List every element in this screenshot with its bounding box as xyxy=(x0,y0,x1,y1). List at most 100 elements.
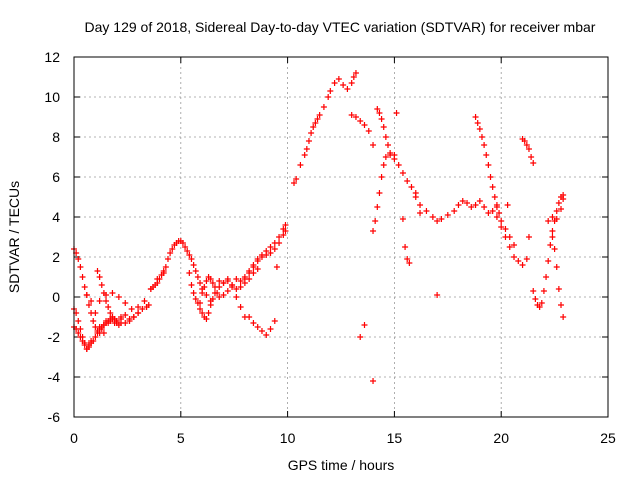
data-point xyxy=(451,208,458,214)
data-point xyxy=(276,234,283,240)
data-point xyxy=(417,210,424,216)
x-tick-label: 25 xyxy=(600,430,616,446)
x-tick-label: 15 xyxy=(387,430,403,446)
data-point xyxy=(429,214,436,220)
data-point xyxy=(491,194,498,200)
data-point xyxy=(502,226,509,232)
data-point xyxy=(75,256,82,262)
data-point xyxy=(254,266,261,272)
data-point xyxy=(267,250,274,256)
data-point xyxy=(376,190,383,196)
data-point xyxy=(478,134,485,140)
data-point xyxy=(224,288,231,294)
data-point xyxy=(282,228,289,234)
data-point xyxy=(167,250,174,256)
data-point xyxy=(417,202,424,208)
data-point xyxy=(271,246,278,252)
data-point xyxy=(378,116,385,122)
data-point xyxy=(310,124,317,130)
data-point xyxy=(216,278,223,284)
data-point xyxy=(335,76,342,82)
y-tick-label: 8 xyxy=(52,129,60,145)
data-point xyxy=(352,114,359,120)
data-point xyxy=(519,262,526,268)
data-point xyxy=(96,324,103,330)
series-arc-i xyxy=(197,222,289,306)
data-point xyxy=(545,218,552,224)
data-point xyxy=(558,302,565,308)
series-arc-q xyxy=(399,216,413,266)
data-point xyxy=(103,292,110,298)
data-point xyxy=(545,258,552,264)
data-point xyxy=(220,280,227,286)
data-point xyxy=(361,122,368,128)
data-point xyxy=(88,298,95,304)
data-point xyxy=(372,218,379,224)
data-point xyxy=(211,284,218,290)
data-point xyxy=(88,338,95,344)
data-point xyxy=(85,342,92,348)
data-point xyxy=(402,244,409,250)
y-tick-label: 4 xyxy=(52,209,60,225)
data-point xyxy=(376,110,383,116)
data-point xyxy=(540,288,547,294)
series-arc-l xyxy=(246,314,278,338)
data-point xyxy=(468,204,475,210)
series-arc-k xyxy=(216,276,248,320)
data-point xyxy=(246,314,253,320)
data-point xyxy=(293,176,300,182)
data-point xyxy=(365,128,372,134)
data-point xyxy=(75,330,82,336)
data-point xyxy=(96,274,103,280)
data-point xyxy=(263,332,270,338)
data-point xyxy=(79,338,86,344)
data-point xyxy=(506,244,513,250)
data-point xyxy=(374,106,381,112)
data-point xyxy=(122,312,129,318)
data-point xyxy=(107,310,114,316)
data-point xyxy=(444,212,451,218)
data-point xyxy=(197,300,204,306)
series-arc-e xyxy=(83,292,107,336)
data-point xyxy=(327,88,334,94)
data-point xyxy=(203,316,210,322)
data-point xyxy=(81,284,88,290)
data-point xyxy=(498,218,505,224)
data-point xyxy=(156,276,163,282)
data-point xyxy=(549,228,556,234)
data-point xyxy=(487,174,494,180)
data-point xyxy=(271,318,278,324)
data-point xyxy=(100,330,107,336)
data-point xyxy=(109,290,116,296)
data-point xyxy=(169,246,176,252)
data-point xyxy=(320,104,327,110)
data-point xyxy=(382,134,389,140)
data-point xyxy=(77,334,84,340)
data-point xyxy=(207,276,214,282)
data-point xyxy=(224,276,231,282)
data-point xyxy=(305,138,312,144)
series-arc-u xyxy=(519,136,537,166)
series-arc-t xyxy=(493,214,530,268)
data-point xyxy=(472,114,479,120)
data-point xyxy=(214,290,221,296)
data-point xyxy=(532,296,539,302)
data-point xyxy=(374,204,381,210)
data-point xyxy=(395,162,402,168)
data-point xyxy=(145,302,152,308)
data-point xyxy=(188,282,195,288)
data-point xyxy=(370,142,377,148)
data-point xyxy=(273,264,280,270)
data-point xyxy=(404,256,411,262)
data-point xyxy=(75,318,82,324)
data-point xyxy=(408,184,415,190)
data-point xyxy=(399,216,406,222)
data-point xyxy=(553,208,560,214)
x-tick-label: 10 xyxy=(280,430,296,446)
data-point xyxy=(423,208,430,214)
data-point xyxy=(493,202,500,208)
data-point xyxy=(77,264,84,270)
data-point xyxy=(459,198,466,204)
data-point xyxy=(493,214,500,220)
data-point xyxy=(135,304,142,310)
